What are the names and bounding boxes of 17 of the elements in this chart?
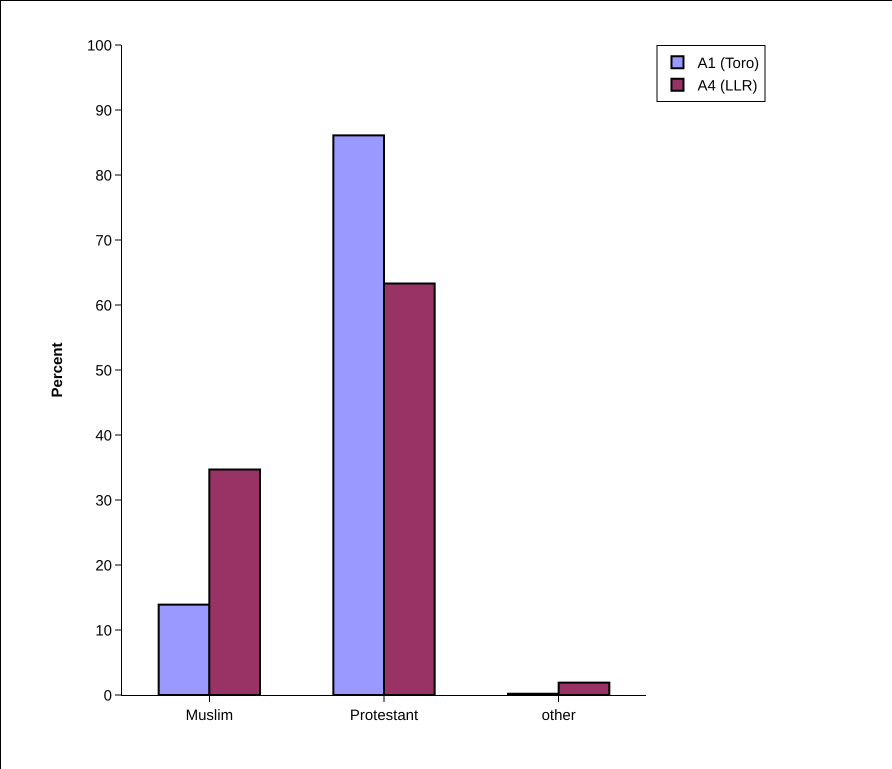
y-tick-label: 40	[95, 427, 112, 444]
x-tick-label: other	[542, 707, 576, 724]
y-tick-label: 90	[95, 102, 112, 120]
y-tick-label: 60	[95, 297, 112, 314]
y-tick-label: 20	[95, 557, 112, 574]
y-tick-label: 100	[86, 37, 112, 54]
y-tick-label: 0	[104, 687, 112, 704]
y-tick-label: 30	[95, 492, 112, 510]
y-tick-label: 70	[95, 232, 112, 250]
y-tick-label: 10	[95, 622, 112, 640]
y-tick-label: 50	[95, 362, 112, 380]
x-tick-label: Protestant	[350, 707, 420, 724]
y-tick-label: 80	[95, 167, 112, 184]
x-tick-label: Muslim	[186, 707, 234, 724]
legend-label: A1 (Toro)	[697, 55, 760, 72]
y-axis-title: Percent	[49, 342, 66, 398]
legend-label: A4 (LLR)	[697, 78, 758, 95]
